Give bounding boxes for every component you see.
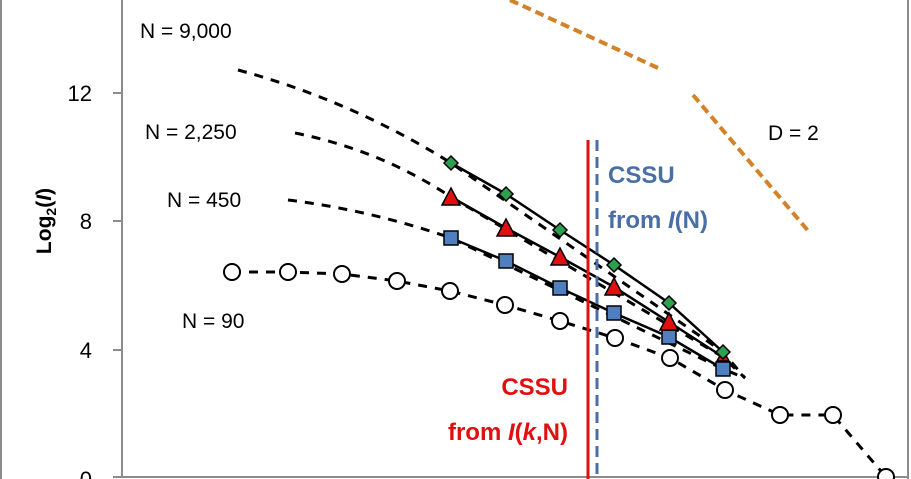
series-n9000-markers <box>442 154 732 361</box>
y-tick-8: 8 <box>80 209 92 234</box>
cssu-red-annotation: CSSU from I(k,N) <box>448 374 568 446</box>
y-axis-label: Log2(I) <box>33 188 59 254</box>
label-n9000: N = 9,000 <box>140 20 232 43</box>
y-ticks <box>113 92 122 478</box>
svg-text:CSSU: CSSU <box>608 162 675 189</box>
cssu-blue-annotation: CSSU from I(N) <box>608 162 708 234</box>
fit-n450 <box>287 198 746 380</box>
svg-text:CSSU: CSSU <box>501 374 568 401</box>
y-tick-4: 4 <box>80 338 92 363</box>
series-n90-markers <box>223 263 895 479</box>
d2-reference-line <box>509 0 812 235</box>
label-n90: N = 90 <box>182 310 244 333</box>
d2-label: D = 2 <box>768 122 819 145</box>
label-n450: N = 450 <box>167 189 241 212</box>
fit-n2250 <box>294 131 747 380</box>
y-tick-labels: 12 8 4 0 <box>68 81 92 479</box>
series-n450-markers <box>443 230 731 377</box>
svg-text:from I(k,N): from I(k,N) <box>448 419 568 446</box>
y-tick-12: 12 <box>68 81 92 106</box>
svg-text:from I(N): from I(N) <box>608 207 708 234</box>
y-tick-0: 0 <box>80 467 92 479</box>
label-n2250: N = 2,250 <box>145 121 237 144</box>
